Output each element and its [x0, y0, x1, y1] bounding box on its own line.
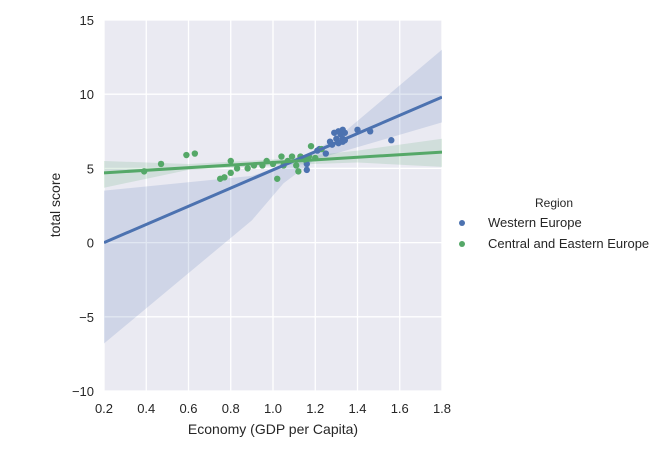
point-central-eastern-europe: [295, 168, 302, 175]
legend: Region Western Europe Central and Easter…: [459, 196, 649, 251]
fit-lines: [104, 95, 442, 244]
fit-line-central-eastern-europe: [104, 150, 442, 175]
x-tick-label: 1.6: [391, 401, 409, 416]
y-tick-label: 10: [80, 87, 94, 102]
y-axis-label: total score: [47, 172, 63, 237]
point-central-eastern-europe: [288, 153, 296, 160]
point-western-europe: [322, 150, 330, 157]
x-tick-labels: 0.2 0.4 0.6 0.8 1.0 1.2 1.4 1.6 1.8: [95, 401, 451, 416]
y-tick-labels: 15 10 5 0 −5 −10: [72, 13, 94, 399]
x-tick-label: 0.6: [179, 401, 197, 416]
y-tick-label: 15: [80, 13, 94, 28]
point-western-europe: [341, 129, 349, 136]
point-central-eastern-europe: [244, 165, 251, 172]
point-central-eastern-europe: [221, 174, 228, 181]
x-tick-label: 0.8: [222, 401, 240, 416]
x-tick-label: 1.4: [348, 401, 366, 416]
point-central-eastern-europe: [227, 157, 234, 165]
point-central-eastern-europe: [307, 142, 315, 150]
legend-label-western-europe: Western Europe: [488, 215, 582, 230]
point-central-eastern-europe: [191, 150, 199, 157]
x-tick-label: 0.2: [95, 401, 113, 416]
x-tick-label: 1.8: [433, 401, 451, 416]
y-tick-label: 0: [87, 236, 94, 251]
fit-line-western-europe: [104, 95, 442, 244]
point-central-eastern-europe: [293, 162, 300, 169]
point-central-eastern-europe: [233, 165, 241, 172]
point-central-eastern-europe: [278, 153, 285, 160]
legend-label-central-eastern-europe: Central and Eastern Europe: [488, 236, 649, 251]
y-tick-label: −5: [79, 310, 94, 325]
y-tick-label: 5: [87, 161, 94, 176]
legend-title: Region: [535, 196, 573, 210]
point-central-eastern-europe: [183, 151, 190, 159]
x-tick-label: 1.0: [264, 401, 282, 416]
ci-band-western-europe: [104, 49, 442, 344]
point-western-europe: [303, 166, 310, 174]
y-tick-label: −10: [72, 384, 94, 399]
legend-marker-central-eastern-europe: [459, 241, 465, 247]
x-axis-label: Economy (GDP per Capita): [188, 421, 358, 437]
point-central-eastern-europe: [274, 175, 281, 182]
point-western-europe: [388, 137, 395, 144]
point-central-eastern-europe: [227, 169, 234, 177]
x-tick-label: 1.2: [306, 401, 324, 416]
legend-marker-western-europe: [459, 220, 465, 226]
point-central-eastern-europe: [157, 160, 165, 168]
x-tick-label: 0.4: [137, 401, 155, 416]
